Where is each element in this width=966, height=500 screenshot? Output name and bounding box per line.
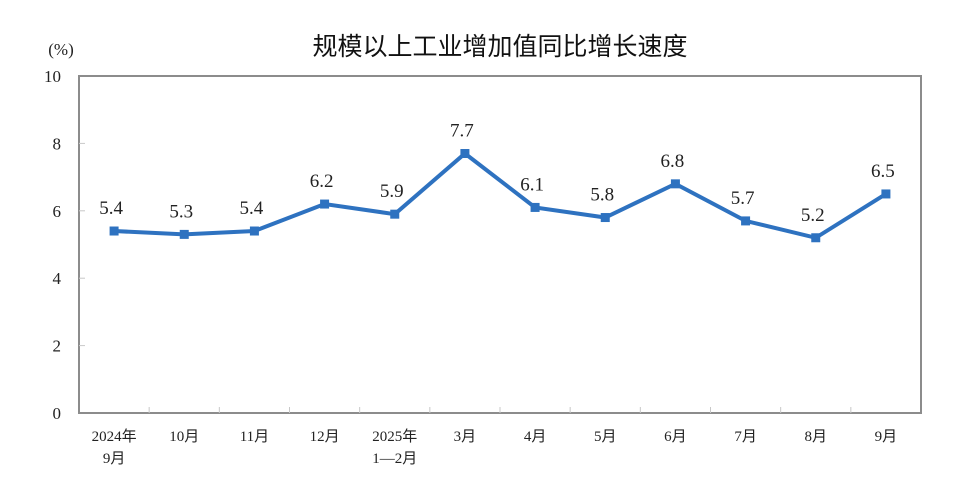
x-tick-label: 4月 <box>524 429 547 445</box>
x-tick-label: 6月 <box>664 429 687 445</box>
data-label: 5.9 <box>380 181 404 202</box>
data-point-marker <box>741 216 751 226</box>
y-tick-label: 10 <box>44 67 61 86</box>
data-point-marker <box>530 202 540 212</box>
data-label: 6.8 <box>661 151 685 172</box>
data-label: 6.2 <box>310 171 334 192</box>
x-tick-label: 7月 <box>734 429 757 445</box>
chart-title: 规模以上工业增加值同比增长速度 <box>312 32 687 61</box>
data-point-marker <box>460 149 470 159</box>
data-label: 5.2 <box>801 205 825 226</box>
data-label: 7.7 <box>450 121 474 142</box>
x-tick-label: 2024年 <box>92 428 137 445</box>
x-tick-label: 10月 <box>169 429 199 445</box>
x-tick-label: 8月 <box>804 429 827 445</box>
x-tick-label: 3月 <box>454 429 477 445</box>
x-tick-label: 1—2月 <box>372 451 417 467</box>
x-tick-label: 2025年 <box>372 428 417 445</box>
data-point-marker <box>249 226 259 236</box>
x-tick-label: 9月 <box>875 429 898 445</box>
y-tick-label: 8 <box>53 134 62 153</box>
data-point-marker <box>811 233 821 243</box>
series-line <box>113 150 887 240</box>
data-label: 5.4 <box>240 198 264 219</box>
data-point-marker <box>109 226 119 236</box>
data-label: 5.8 <box>590 185 614 206</box>
data-label: 5.4 <box>99 198 123 219</box>
plot-frame <box>78 75 922 414</box>
x-tick-label: 5月 <box>594 429 617 445</box>
y-tick-label: 0 <box>53 404 62 423</box>
data-point-marker <box>881 189 891 199</box>
x-tick-label: 12月 <box>310 429 340 445</box>
y-tick-label: 4 <box>53 269 62 288</box>
y-tick-label: 2 <box>53 337 62 356</box>
data-point-marker <box>320 199 330 209</box>
data-label: 5.7 <box>731 188 755 209</box>
data-label: 6.5 <box>871 161 895 182</box>
plot-area: 0 2 4 6 8 10 2024年 9月 10月 11月 12月 2025年 1—2月 3月 4月 5月 6月… <box>44 67 922 467</box>
y-axis-unit: (%) <box>48 40 73 59</box>
data-label: 6.1 <box>520 174 544 195</box>
y-tick-label: 6 <box>53 202 62 221</box>
data-point-marker <box>179 229 189 239</box>
data-point-marker <box>390 209 400 219</box>
data-point-marker <box>670 179 680 189</box>
data-point-marker <box>600 213 610 223</box>
x-tick-label: 9月 <box>103 451 126 467</box>
x-tick-label: 11月 <box>240 429 269 445</box>
data-label: 5.3 <box>169 201 193 222</box>
